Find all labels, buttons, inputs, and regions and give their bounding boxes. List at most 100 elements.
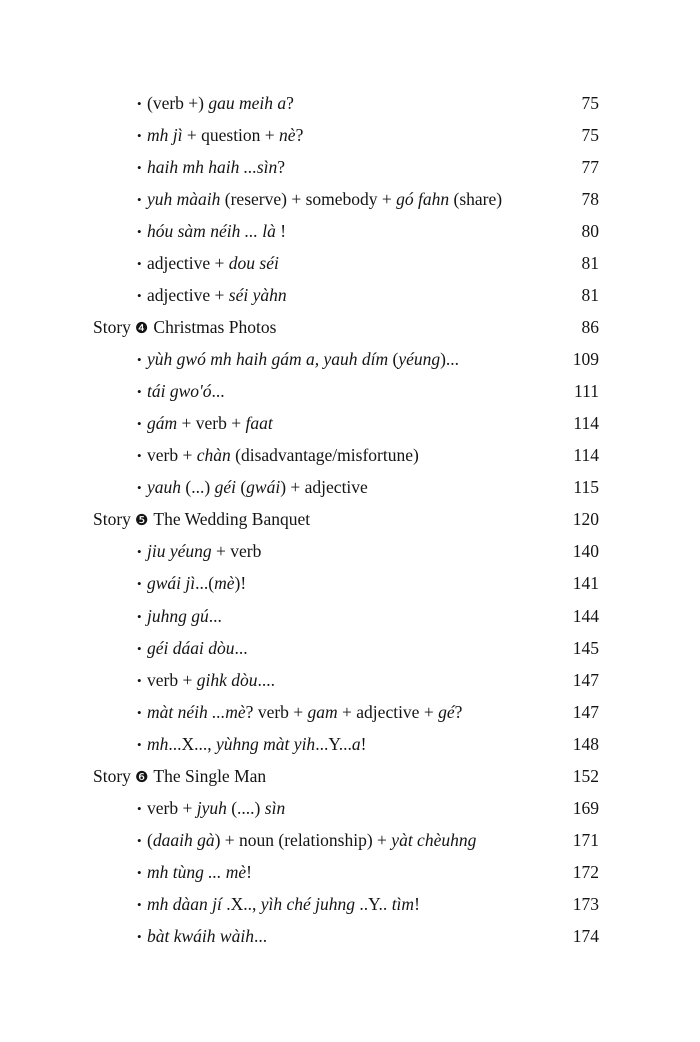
entry-segment: .X.., <box>221 893 261 914</box>
page-number: 140 <box>572 541 599 562</box>
entry-text: • (daaih gà) + noun (relationship) + yàt … <box>137 824 476 857</box>
entry-text: • màt néih ...mè? verb + gam + adjective … <box>137 696 462 729</box>
bullet-icon: • <box>137 192 142 208</box>
page-number: 172 <box>572 861 599 882</box>
entry-segment: (...) <box>181 477 215 498</box>
entry-segment: verb + <box>147 445 197 466</box>
entry-segment: .... <box>257 669 275 690</box>
cantonese-term: daaih gà <box>152 829 215 850</box>
toc-entry: • haih mh haih ...sìn? 77 <box>0 151 700 183</box>
cantonese-term: tìm <box>391 893 415 914</box>
bullet-icon: • <box>137 256 142 272</box>
cantonese-term: yùh gwó mh haih gám a, yauh dím <box>147 349 389 370</box>
toc-entry: • hóu sàm néih ... là ! 80 <box>0 215 700 247</box>
story-label: Story <box>93 317 131 338</box>
page-number: 109 <box>572 349 599 370</box>
cantonese-term: gé <box>438 701 455 722</box>
entry-text: • yùh gwó mh haih gám a, yauh dím (yéung)… <box>137 343 459 376</box>
page-number: 111 <box>574 381 599 402</box>
bullet-icon: • <box>137 448 142 464</box>
bullet-icon: • <box>137 384 142 400</box>
toc-entry: • adjective + dou séi 81 <box>0 247 700 279</box>
entry-segment: (reserve) + somebody + <box>220 189 397 210</box>
cantonese-term: juhng gú <box>147 605 209 626</box>
story-name: The Wedding Banquet <box>153 509 311 530</box>
entry-segment: ! <box>414 893 420 914</box>
entry-text: • bàt kwáih wàih... <box>137 920 267 953</box>
entry-segment: )! <box>234 573 247 594</box>
page-number: 78 <box>581 189 600 210</box>
story-title: Story ❺ The Wedding Banquet <box>93 503 310 536</box>
page-number: 115 <box>573 477 599 498</box>
cantonese-term: haih mh haih ...sìn <box>147 157 278 178</box>
entry-segment: + adjective + <box>337 701 439 722</box>
page-number: 86 <box>581 317 600 338</box>
entry-segment: ? verb + <box>245 701 308 722</box>
story-heading: Story ❺ The Wedding Banquet 120 <box>0 503 700 535</box>
cantonese-term: gam <box>307 701 338 722</box>
cantonese-term: chàn <box>196 445 231 466</box>
cantonese-term: hóu sàm néih ... là <box>147 221 276 242</box>
page-number: 171 <box>572 829 599 850</box>
cantonese-term: gám <box>147 413 178 434</box>
toc-entry: • (verb +) gau meih a? 75 <box>0 87 700 119</box>
toc-entry: • jiu yéung + verb 140 <box>0 535 700 567</box>
entry-segment: ? <box>277 157 286 178</box>
cantonese-term: yùhng màt yih <box>216 733 316 754</box>
page-number: 75 <box>581 125 600 146</box>
bullet-icon: • <box>137 736 142 752</box>
cantonese-term: gwái jì <box>147 573 196 594</box>
entry-segment: adjective + <box>147 253 229 274</box>
entry-segment: ... <box>208 605 222 626</box>
entry-segment: (disadvantage/misfortune) <box>230 445 419 466</box>
toc-entry: • adjective + séi yàhn 81 <box>0 279 700 311</box>
story-number-icon: ❻ <box>134 767 149 786</box>
entry-text: • mh tùng ... mè! <box>137 856 252 889</box>
bullet-icon: • <box>137 160 142 176</box>
bullet-icon: • <box>137 224 142 240</box>
cantonese-term: géi <box>214 477 236 498</box>
entry-text: • mh...X..., yùhng màt yih...Y...a! <box>137 728 366 761</box>
story-name: The Single Man <box>153 765 267 786</box>
story-label: Story <box>93 765 131 786</box>
entry-text: • verb + jyuh (....) sìn <box>137 792 285 825</box>
entry-segment: ? <box>454 701 463 722</box>
bullet-icon: • <box>137 896 142 912</box>
entry-segment: ) + noun (relationship) + <box>214 829 392 850</box>
toc-entry: • verb + jyuh (....) sìn 169 <box>0 792 700 824</box>
cantonese-term: mh dàan jí <box>147 893 222 914</box>
cantonese-term: jiu yéung <box>147 541 212 562</box>
page-number: 173 <box>572 893 599 914</box>
entry-text: • verb + gihk dòu.... <box>137 664 275 697</box>
story-name: Christmas Photos <box>153 317 277 338</box>
entry-segment: ! <box>246 861 252 882</box>
bullet-icon: • <box>137 640 142 656</box>
bullet-icon: • <box>137 704 142 720</box>
page-number: 174 <box>572 925 599 946</box>
toc-entry: • yùh gwó mh haih gám a, yauh dím (yéung)… <box>0 343 700 375</box>
entry-text: • haih mh haih ...sìn? <box>137 151 285 184</box>
bullet-icon: • <box>137 352 142 368</box>
toc-entry: • yuh màaih (reserve) + somebody + gó fah… <box>0 183 700 215</box>
cantonese-term: dou séi <box>228 253 279 274</box>
cantonese-term: màt néih ...mè <box>147 701 246 722</box>
page-number: 141 <box>572 573 599 594</box>
page-number: 114 <box>573 413 599 434</box>
cantonese-term: jyuh <box>196 797 227 818</box>
toc-entry: • mh jì + question + nè? 75 <box>0 119 700 151</box>
entry-segment: ... <box>211 381 225 402</box>
page-number: 147 <box>572 669 599 690</box>
toc-entry: • mh tùng ... mè! 172 <box>0 856 700 888</box>
toc-entry: • bàt kwáih wàih... 174 <box>0 920 700 952</box>
bullet-icon: • <box>137 928 142 944</box>
entry-segment: ) + adjective <box>280 477 368 498</box>
entry-segment: ? <box>286 93 294 113</box>
table-of-contents: • (verb +) gau meih a? 75 • mh jì + question… <box>0 87 700 952</box>
cantonese-term: gau meih a <box>208 93 287 113</box>
page-number: 144 <box>572 605 599 626</box>
entry-text: • jiu yéung + verb <box>137 535 261 568</box>
bullet-icon: • <box>137 288 142 304</box>
toc-entry: • tái gwo'ó... 111 <box>0 375 700 407</box>
entry-segment: + question + <box>182 125 280 146</box>
cantonese-term: gó fahn <box>396 189 450 210</box>
